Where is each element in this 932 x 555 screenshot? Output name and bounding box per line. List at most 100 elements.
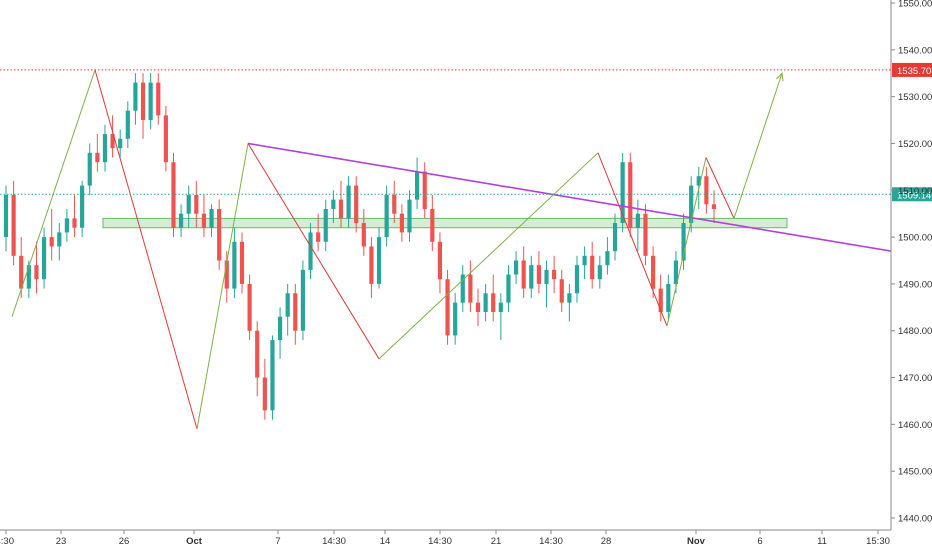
time-tick-label: 14:30 (539, 536, 563, 547)
price-axis[interactable]: 1440.000 1450.000 1460.000 1470.000 1480.000… (890, 0, 932, 530)
price-tick-label: 1440.000 (898, 514, 932, 525)
candle-body (437, 241, 443, 280)
candle-body (171, 162, 176, 228)
candle-body (87, 152, 92, 186)
candle-body (95, 152, 100, 163)
wave-segment[interactable] (378, 152, 599, 360)
candle (437, 232, 443, 294)
candle-body (460, 274, 465, 303)
candle (628, 152, 633, 238)
wave-segment[interactable] (705, 157, 735, 219)
support-zone-rect[interactable] (102, 217, 788, 229)
candle-body (125, 110, 130, 139)
candle (590, 241, 595, 289)
candle-body (597, 265, 602, 280)
candle (293, 283, 298, 345)
candle-body (361, 223, 366, 247)
candle-body (316, 232, 321, 242)
candle (475, 288, 481, 327)
candle (95, 134, 100, 172)
candle (163, 106, 168, 172)
candle (133, 73, 138, 125)
candle (346, 176, 351, 228)
time-tick-label: 7 (275, 536, 280, 547)
candle (308, 223, 313, 280)
candle-body (255, 330, 260, 378)
candle-body (582, 255, 587, 266)
candle-body (323, 209, 328, 242)
candle (49, 209, 54, 261)
candle (148, 73, 153, 130)
candle-body (475, 302, 481, 312)
candle-body (399, 213, 404, 233)
candle (316, 213, 321, 252)
candle-body (346, 185, 351, 219)
candle-body (140, 82, 146, 121)
candle (460, 265, 465, 312)
candle-body (64, 218, 69, 233)
candle (430, 194, 435, 252)
time-tick-label: Oct (186, 536, 203, 547)
drawings-layer[interactable] (11, 69, 892, 430)
candle-body (300, 269, 305, 331)
candle (415, 157, 420, 209)
candle-body (567, 293, 572, 303)
wave-segment[interactable] (196, 143, 249, 430)
candle (156, 73, 161, 125)
candle-body (217, 209, 222, 261)
candle-body (468, 274, 473, 303)
wave-segment[interactable] (11, 69, 96, 317)
candle-body (308, 232, 313, 270)
candle (11, 180, 16, 266)
candle-body (102, 134, 108, 163)
candle (392, 180, 397, 224)
candle-body (513, 260, 519, 275)
price-tick-label: 1500.000 (898, 233, 932, 244)
candle (57, 223, 62, 261)
candle-body (559, 279, 564, 303)
candle-body (26, 265, 31, 289)
candle-body (689, 185, 694, 224)
price-tick-label: 1510.000 (898, 186, 932, 197)
wave-segment[interactable] (597, 152, 668, 327)
wave-segment[interactable] (666, 157, 707, 327)
candle-body (19, 255, 24, 289)
candle (361, 209, 366, 256)
candle-body (498, 302, 503, 312)
candle-body (445, 279, 450, 336)
candle-body (72, 218, 77, 228)
time-tick-label: 6 (757, 536, 762, 547)
wave-segment[interactable] (94, 69, 198, 430)
candle-body (521, 260, 526, 289)
current-price-badge[interactable] (892, 187, 932, 202)
candle (445, 269, 450, 345)
candle (376, 227, 382, 289)
candle-body (247, 283, 252, 331)
candle-body (34, 265, 39, 280)
candle (658, 274, 663, 322)
time-tick-label: 26 (119, 536, 130, 547)
time-axis[interactable]: 4:30 23 26 Oct 7 14:30 14 14:30 21 14:30 28 Nov 6 11 1… (0, 529, 891, 547)
candle (453, 293, 458, 345)
candle-body (277, 316, 283, 341)
candle (354, 176, 359, 233)
candle (338, 180, 344, 228)
descending-trendline[interactable] (247, 142, 892, 252)
candle (239, 232, 245, 294)
candle-body (453, 302, 458, 336)
resistance-level-badge[interactable] (892, 62, 932, 77)
time-tick-label: 14 (380, 536, 391, 547)
candle-body (422, 171, 427, 209)
wave-segment[interactable] (247, 143, 380, 360)
candle-body (666, 283, 671, 312)
time-tick-label: 14:30 (322, 536, 346, 547)
candle (140, 73, 146, 139)
candle-body (415, 171, 420, 200)
candle (498, 293, 503, 341)
candle (209, 204, 214, 238)
candle (605, 237, 610, 275)
projection-arrowhead (776, 72, 784, 82)
